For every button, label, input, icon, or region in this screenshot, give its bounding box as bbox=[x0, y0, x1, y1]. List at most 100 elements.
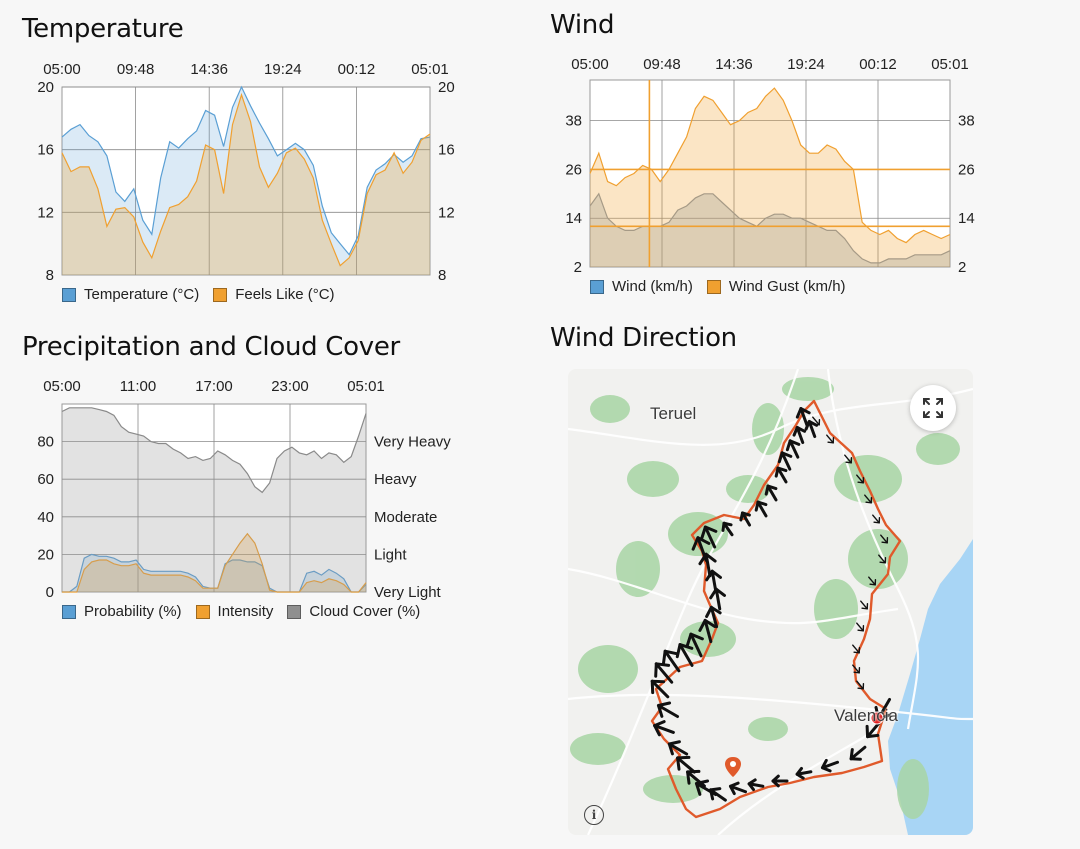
info-icon[interactable]: i bbox=[584, 805, 604, 825]
wind-arrow-shaft bbox=[849, 745, 867, 761]
wind-arrow-head bbox=[861, 602, 869, 610]
y-tick-label: 14 bbox=[565, 210, 582, 227]
city-label-north: Teruel bbox=[650, 404, 697, 423]
wind-arrow-head bbox=[865, 724, 880, 739]
legend-item-probability[interactable]: Probability (%) bbox=[62, 603, 182, 620]
legend-label-probability: Probability (%) bbox=[84, 603, 182, 620]
wind-arrow-shaft bbox=[650, 679, 670, 699]
legend-label-temperature: Temperature (°C) bbox=[84, 286, 200, 303]
wind-arrow bbox=[826, 434, 835, 444]
wind-arrow-head bbox=[705, 569, 722, 582]
legend-item-temperature[interactable]: Temperature (°C) bbox=[62, 286, 199, 303]
wind-arrow-shaft bbox=[709, 605, 719, 629]
road bbox=[568, 693, 973, 721]
wind-arrow-shaft bbox=[856, 622, 864, 632]
time-tick-label: 14:36 bbox=[715, 56, 753, 73]
wind-arrow bbox=[656, 701, 680, 718]
legend-item-feels-like[interactable]: Feels Like (°C) bbox=[213, 286, 335, 303]
wind-arrow-head bbox=[700, 525, 718, 540]
wind-arrow bbox=[698, 552, 717, 578]
legend-item-cloud-cover[interactable]: Cloud Cover (%) bbox=[287, 603, 420, 620]
wind-arrow-head bbox=[747, 778, 757, 792]
wind-arrow-shaft bbox=[780, 451, 792, 471]
wind-arrow bbox=[667, 740, 689, 756]
legend-item-wind-gust[interactable]: Wind Gust (km/h) bbox=[706, 278, 846, 295]
legend-label-cloud-cover: Cloud Cover (%) bbox=[309, 603, 421, 620]
y-tick-label-right: 2 bbox=[958, 259, 966, 276]
wind-arrow bbox=[705, 605, 722, 629]
wind-arrow-shaft bbox=[676, 756, 696, 774]
wind-arrow-head bbox=[774, 466, 788, 478]
y-tick-label-right: 38 bbox=[958, 113, 975, 130]
wind-arrow-head bbox=[676, 755, 691, 771]
legend-swatch-probability bbox=[62, 604, 76, 619]
start-pin-icon bbox=[725, 757, 741, 777]
wind-arrow-shaft bbox=[878, 554, 886, 564]
wind-arrow-head bbox=[709, 587, 726, 600]
wind-arrow-shaft bbox=[656, 704, 680, 718]
legend-item-wind[interactable]: Wind (km/h) bbox=[590, 278, 693, 295]
legend-swatch-cloud-cover bbox=[287, 604, 302, 619]
y-category-label-right: Heavy bbox=[374, 471, 417, 488]
wind-arrow-head bbox=[792, 425, 807, 437]
wind-arrow-shaft bbox=[667, 742, 689, 756]
wind-arrow-head bbox=[691, 536, 711, 551]
y-tick-label-right: 26 bbox=[958, 161, 975, 178]
wind-arrow-shaft bbox=[709, 788, 727, 802]
wind-arrow-shaft bbox=[799, 407, 809, 427]
wind-arrow bbox=[880, 534, 889, 544]
park-area bbox=[834, 455, 902, 503]
time-tick-label: 00:12 bbox=[338, 61, 376, 78]
y-tick-label: 8 bbox=[46, 267, 54, 284]
wind-arrow bbox=[812, 416, 821, 426]
wind-arrow-head bbox=[795, 766, 805, 780]
city-label-south: Valencia bbox=[834, 706, 898, 725]
plot-area bbox=[61, 86, 431, 276]
series-area-2 bbox=[62, 533, 366, 592]
time-tick-label: 05:00 bbox=[43, 378, 81, 395]
wind-arrow-head bbox=[728, 781, 740, 796]
wind-arrow-shaft bbox=[728, 784, 748, 794]
wind-arrow-shaft bbox=[741, 511, 751, 527]
road bbox=[568, 567, 899, 625]
legend-label-intensity: Intensity bbox=[217, 603, 274, 620]
wind-arrow-head bbox=[879, 556, 887, 564]
park-area bbox=[916, 433, 960, 465]
y-tick-label-right: 8 bbox=[438, 267, 446, 284]
wind-arrow-head bbox=[721, 521, 733, 532]
park-area bbox=[814, 579, 858, 639]
wind-direction-map[interactable]: Teruel Valencia i bbox=[568, 369, 973, 835]
y-tick-label: 20 bbox=[37, 546, 54, 563]
wind-arrow-shaft bbox=[807, 419, 817, 439]
wind-legend: Wind (km/h) Wind Gust (km/h) bbox=[590, 278, 846, 295]
series-area-2 bbox=[62, 94, 430, 275]
series-line-2 bbox=[61, 92, 431, 267]
park-area bbox=[668, 512, 728, 556]
wind-arrow bbox=[868, 576, 877, 586]
wind-arrow-head bbox=[853, 646, 861, 654]
y-category-label-right: Very Light bbox=[374, 584, 442, 601]
wind-arrow bbox=[792, 425, 807, 445]
wind-arrow bbox=[785, 439, 801, 459]
wind-arrow-head bbox=[813, 418, 821, 426]
wind-arrow bbox=[700, 525, 718, 549]
wind-arrow-shaft bbox=[844, 454, 852, 464]
y-tick-label: 16 bbox=[37, 142, 54, 159]
wind-arrow-shaft bbox=[653, 724, 675, 734]
expand-map-button[interactable] bbox=[910, 385, 956, 431]
y-category-label-right: Very Heavy bbox=[374, 434, 451, 451]
park-area bbox=[627, 461, 679, 497]
time-tick-label: 23:00 bbox=[271, 378, 309, 395]
wind-arrow-head bbox=[653, 720, 666, 737]
time-tick-label: 17:00 bbox=[195, 378, 233, 395]
wind-arrow-shaft bbox=[856, 474, 864, 484]
park-area bbox=[782, 377, 834, 401]
map-canvas[interactable] bbox=[568, 369, 973, 835]
road bbox=[826, 369, 920, 730]
wind-arrow bbox=[654, 662, 674, 684]
y-tick-label: 60 bbox=[37, 471, 54, 488]
wind-arrow-head bbox=[777, 451, 793, 464]
wind-arrow bbox=[872, 514, 881, 524]
legend-item-intensity[interactable]: Intensity bbox=[195, 603, 274, 620]
